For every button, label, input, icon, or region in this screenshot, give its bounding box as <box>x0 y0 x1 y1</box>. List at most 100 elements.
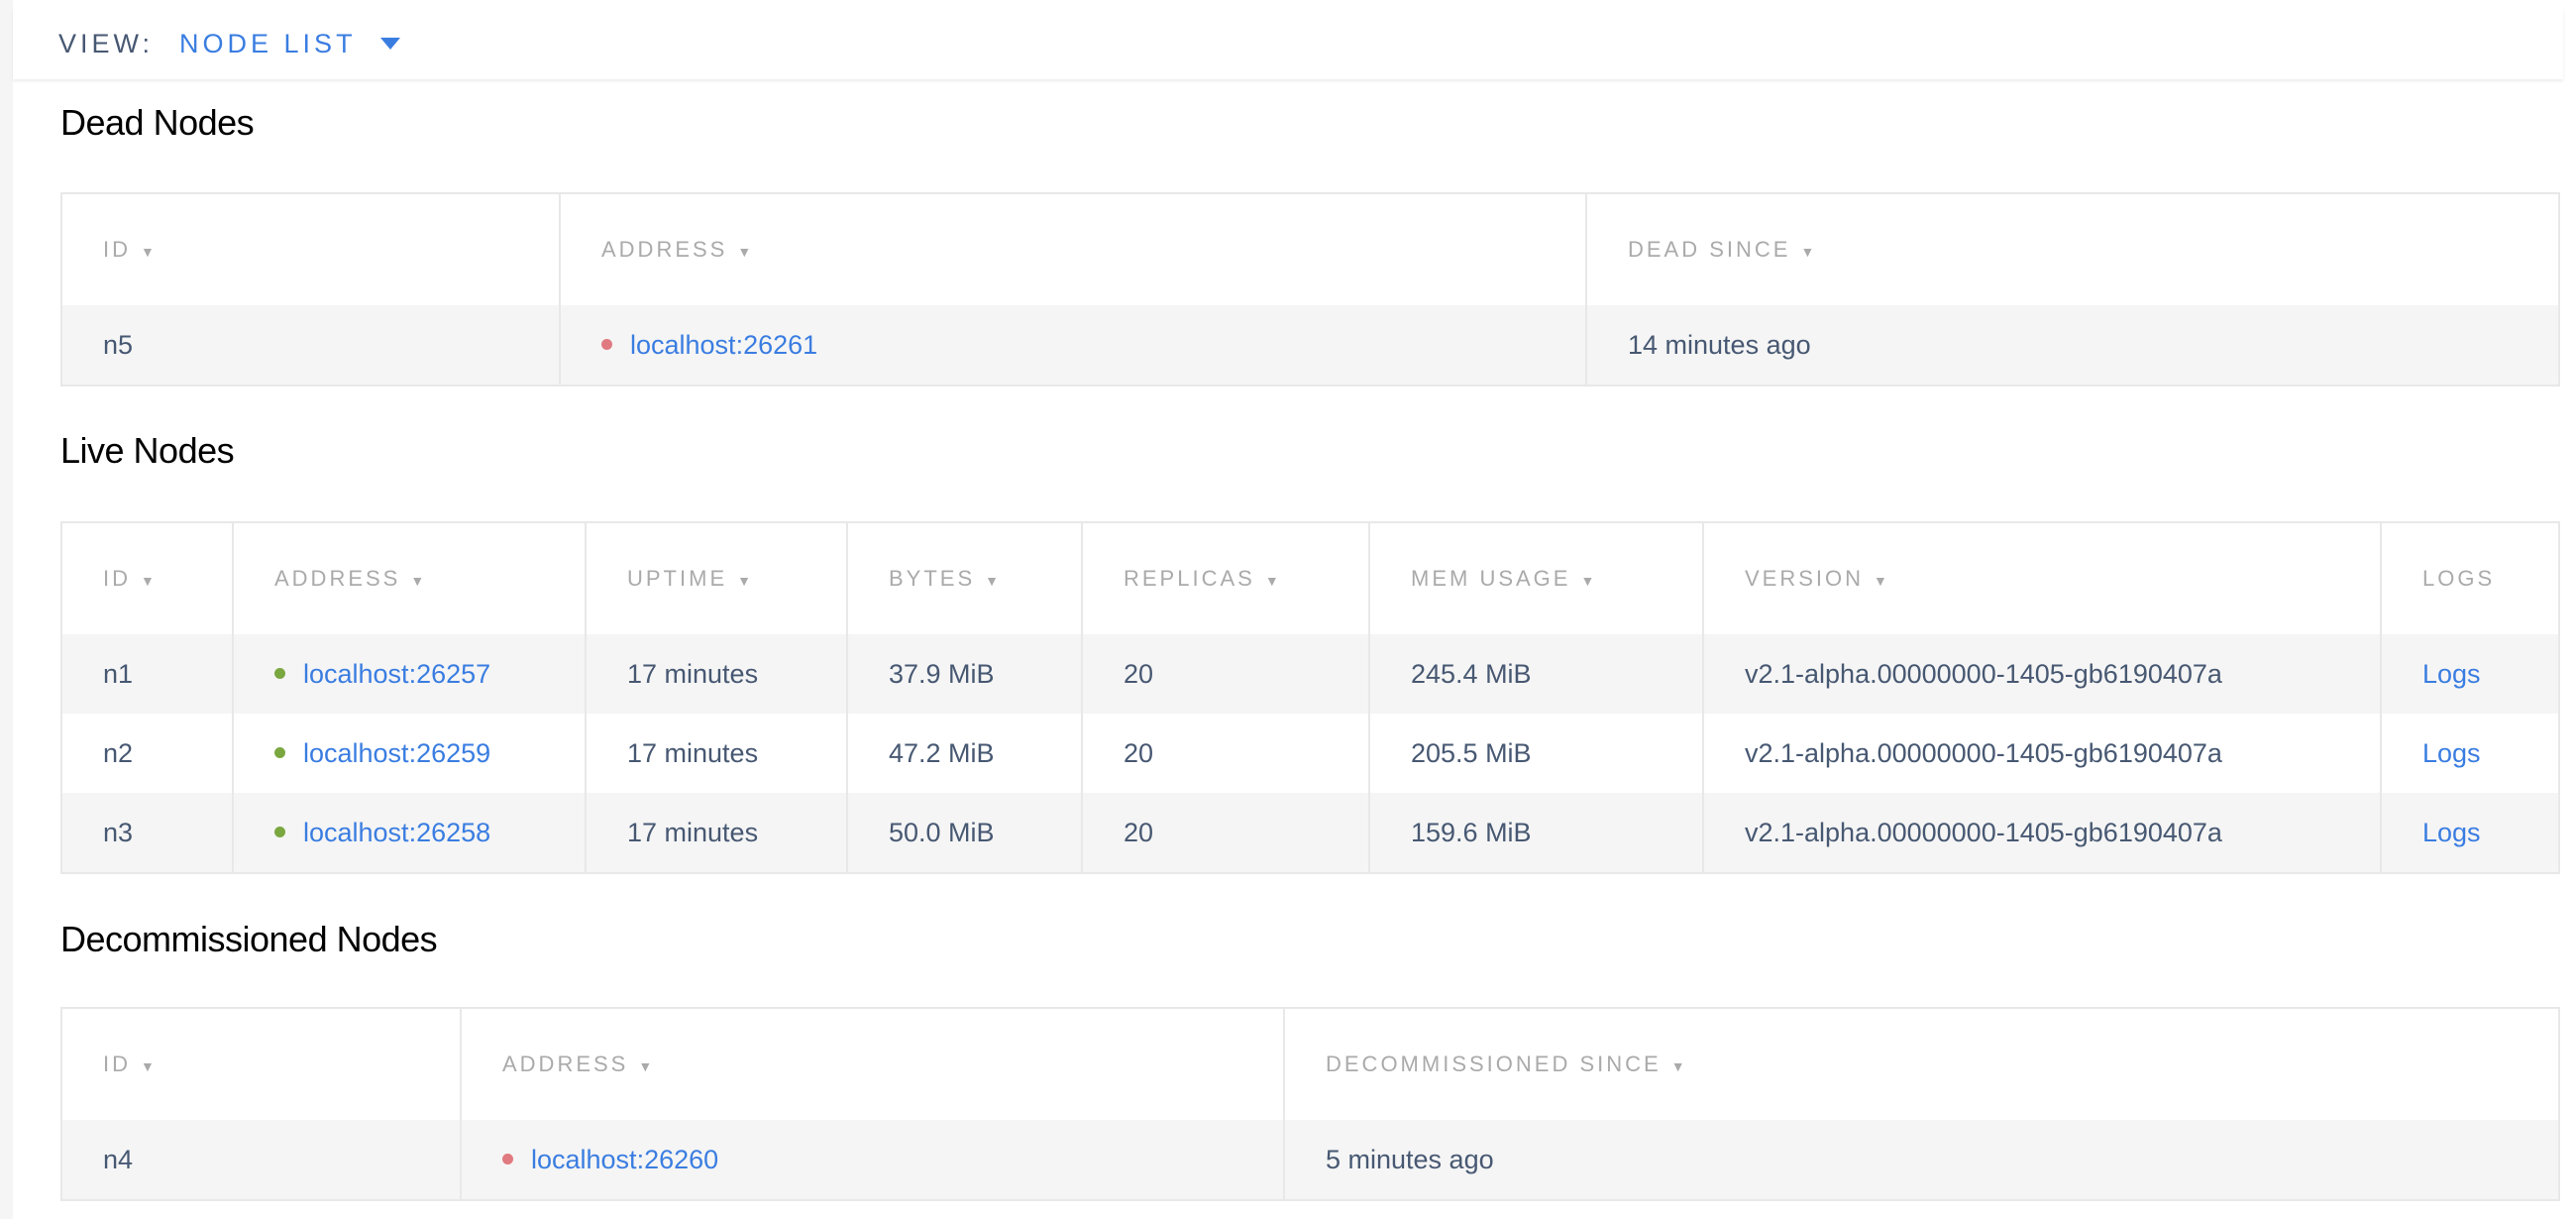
column-header-bytes[interactable]: BYTES ▼ <box>846 522 1082 634</box>
node-address-link[interactable]: localhost:26261 <box>630 329 818 360</box>
column-header-mem[interactable]: MEM USAGE ▼ <box>1368 522 1703 634</box>
column-header-id[interactable]: ID ▼ <box>60 193 560 305</box>
cell-value: 159.6 MiB <box>1411 817 1532 847</box>
node-address-link[interactable]: localhost:26257 <box>303 658 491 689</box>
cell-address: localhost:26258 <box>232 793 586 873</box>
node-address-link[interactable]: localhost:26259 <box>303 737 491 768</box>
column-header-address[interactable]: ADDRESS ▼ <box>460 1008 1284 1120</box>
cell-value: 20 <box>1124 817 1154 847</box>
column-header-address[interactable]: ADDRESS ▼ <box>559 193 1586 305</box>
column-header-id[interactable]: ID ▼ <box>60 1008 461 1120</box>
column-header-label: ADDRESS <box>601 237 728 262</box>
cell-value: 17 minutes <box>627 817 759 847</box>
cell-version: v2.1-alpha.00000000-1405-gb6190407a <box>1702 634 2381 714</box>
view-dropdown-value: NODE LIST <box>179 28 357 58</box>
cell-value: 50.0 MiB <box>889 817 995 847</box>
column-header-label: VERSION <box>1745 566 1865 591</box>
header-row: ID ▼ ADDRESS ▼ DECOMMISSIONED SINCE ▼ <box>60 1008 2559 1120</box>
dead-nodes-title: Dead Nodes <box>60 102 255 143</box>
live-status-dot-icon <box>274 667 285 679</box>
column-header-replicas[interactable]: REPLICAS ▼ <box>1081 522 1369 634</box>
cell-value: 205.5 MiB <box>1411 737 1532 768</box>
column-header-label: DECOMMISSIONED SINCE <box>1326 1052 1662 1076</box>
cell-value: n5 <box>103 329 134 360</box>
cell-value: 47.2 MiB <box>889 737 995 768</box>
column-header-label: UPTIME <box>627 566 728 591</box>
cell-value: n1 <box>103 658 134 689</box>
column-header-address[interactable]: ADDRESS ▼ <box>232 522 586 634</box>
cell-logs: Logs <box>2380 793 2559 873</box>
logs-link[interactable]: Logs <box>2422 658 2481 689</box>
cell-bytes: 47.2 MiB <box>846 714 1082 793</box>
dead-status-dot-icon <box>601 338 612 350</box>
cell-value: v2.1-alpha.00000000-1405-gb6190407a <box>1745 817 2222 847</box>
column-header-since[interactable]: DEAD SINCE ▼ <box>1585 193 2559 305</box>
cell-value: 20 <box>1124 658 1154 689</box>
cell-since: 5 minutes ago <box>1283 1120 2559 1200</box>
sort-caret-icon: ▼ <box>1264 573 1279 589</box>
column-header-id[interactable]: ID ▼ <box>60 522 233 634</box>
live-nodes-table: ID ▼ ADDRESS ▼ UPTIME ▼ BYTES ▼ REPLICAS ▼ MEM USA… <box>60 521 2560 874</box>
dead-status-dot-icon <box>502 1153 513 1164</box>
page: VIEW: NODE LIST Dead Nodes ID ▼ ADDRESS ▼ DE… <box>13 0 2576 1219</box>
node-address-link[interactable]: localhost:26260 <box>531 1144 719 1174</box>
cell-bytes: 50.0 MiB <box>846 793 1082 873</box>
logs-link[interactable]: Logs <box>2422 817 2481 847</box>
sort-caret-icon: ▼ <box>737 573 751 589</box>
column-header-label: ADDRESS <box>274 566 401 591</box>
view-label: VIEW: <box>58 28 155 58</box>
cell-version: v2.1-alpha.00000000-1405-gb6190407a <box>1702 714 2381 793</box>
live-status-dot-icon <box>274 826 285 837</box>
cell-value: 17 minutes <box>627 658 759 689</box>
live-status-dot-icon <box>274 746 285 758</box>
sort-caret-icon: ▼ <box>141 1058 155 1074</box>
cell-value: v2.1-alpha.00000000-1405-gb6190407a <box>1745 658 2222 689</box>
view-selector-bar: VIEW: NODE LIST <box>13 8 2563 79</box>
cell-address: localhost:26257 <box>232 634 586 714</box>
table-row: n4 localhost:26260 5 minutes ago <box>60 1120 2559 1200</box>
column-header-label: ADDRESS <box>502 1052 629 1076</box>
cell-value: n2 <box>103 737 134 768</box>
table-row: n3 localhost:26258 17 minutes 50.0 MiB 20 159… <box>60 793 2559 873</box>
sort-caret-icon: ▼ <box>737 244 752 260</box>
cell-since: 14 minutes ago <box>1585 305 2559 386</box>
cell-id: n2 <box>60 714 233 793</box>
decommissioned-nodes-table: ID ▼ ADDRESS ▼ DECOMMISSIONED SINCE ▼ n4 localh… <box>60 1007 2560 1201</box>
column-header-label: ID <box>103 237 131 262</box>
cell-mem: 205.5 MiB <box>1368 714 1703 793</box>
table-row: n2 localhost:26259 17 minutes 47.2 MiB 20 205… <box>60 714 2559 793</box>
header-row: ID ▼ ADDRESS ▼ DEAD SINCE ▼ <box>60 193 2559 305</box>
header-row: ID ▼ ADDRESS ▼ UPTIME ▼ BYTES ▼ REPLICAS ▼ MEM USA… <box>60 522 2559 634</box>
column-header-label: ID <box>103 1052 131 1076</box>
cell-replicas: 20 <box>1081 793 1369 873</box>
cell-value: n4 <box>103 1144 134 1174</box>
cell-logs: Logs <box>2380 714 2559 793</box>
sort-caret-icon: ▼ <box>410 573 425 589</box>
sort-caret-icon: ▼ <box>638 1058 653 1074</box>
cell-value: v2.1-alpha.00000000-1405-gb6190407a <box>1745 737 2222 768</box>
sort-caret-icon: ▼ <box>141 244 155 260</box>
cell-id: n4 <box>60 1120 461 1200</box>
cell-address: localhost:26261 <box>559 305 1586 386</box>
caret-down-icon <box>379 38 400 50</box>
column-header-version[interactable]: VERSION ▼ <box>1702 522 2381 634</box>
column-header-since[interactable]: DECOMMISSIONED SINCE ▼ <box>1283 1008 2559 1120</box>
cell-mem: 245.4 MiB <box>1368 634 1703 714</box>
sort-caret-icon: ▼ <box>1874 573 1887 589</box>
table-row: n5 localhost:26261 14 minutes ago <box>60 305 2559 386</box>
decommissioned-nodes-title: Decommissioned Nodes <box>60 919 438 959</box>
cell-value: 37.9 MiB <box>889 658 995 689</box>
cell-id: n5 <box>60 305 560 386</box>
live-nodes-title: Live Nodes <box>60 430 235 471</box>
sort-caret-icon: ▼ <box>141 573 155 589</box>
column-header-uptime[interactable]: UPTIME ▼ <box>585 522 847 634</box>
column-header-label: LOGS <box>2422 566 2496 591</box>
node-address-link[interactable]: localhost:26258 <box>303 817 491 847</box>
cell-value: 14 minutes ago <box>1628 329 1811 360</box>
logs-link[interactable]: Logs <box>2422 737 2481 768</box>
view-dropdown[interactable]: NODE LIST <box>179 29 400 59</box>
cell-value: 17 minutes <box>627 737 759 768</box>
cell-value: n3 <box>103 817 134 847</box>
column-header-label: MEM USAGE <box>1411 566 1571 591</box>
table-row: n1 localhost:26257 17 minutes 37.9 MiB 20 245… <box>60 634 2559 714</box>
